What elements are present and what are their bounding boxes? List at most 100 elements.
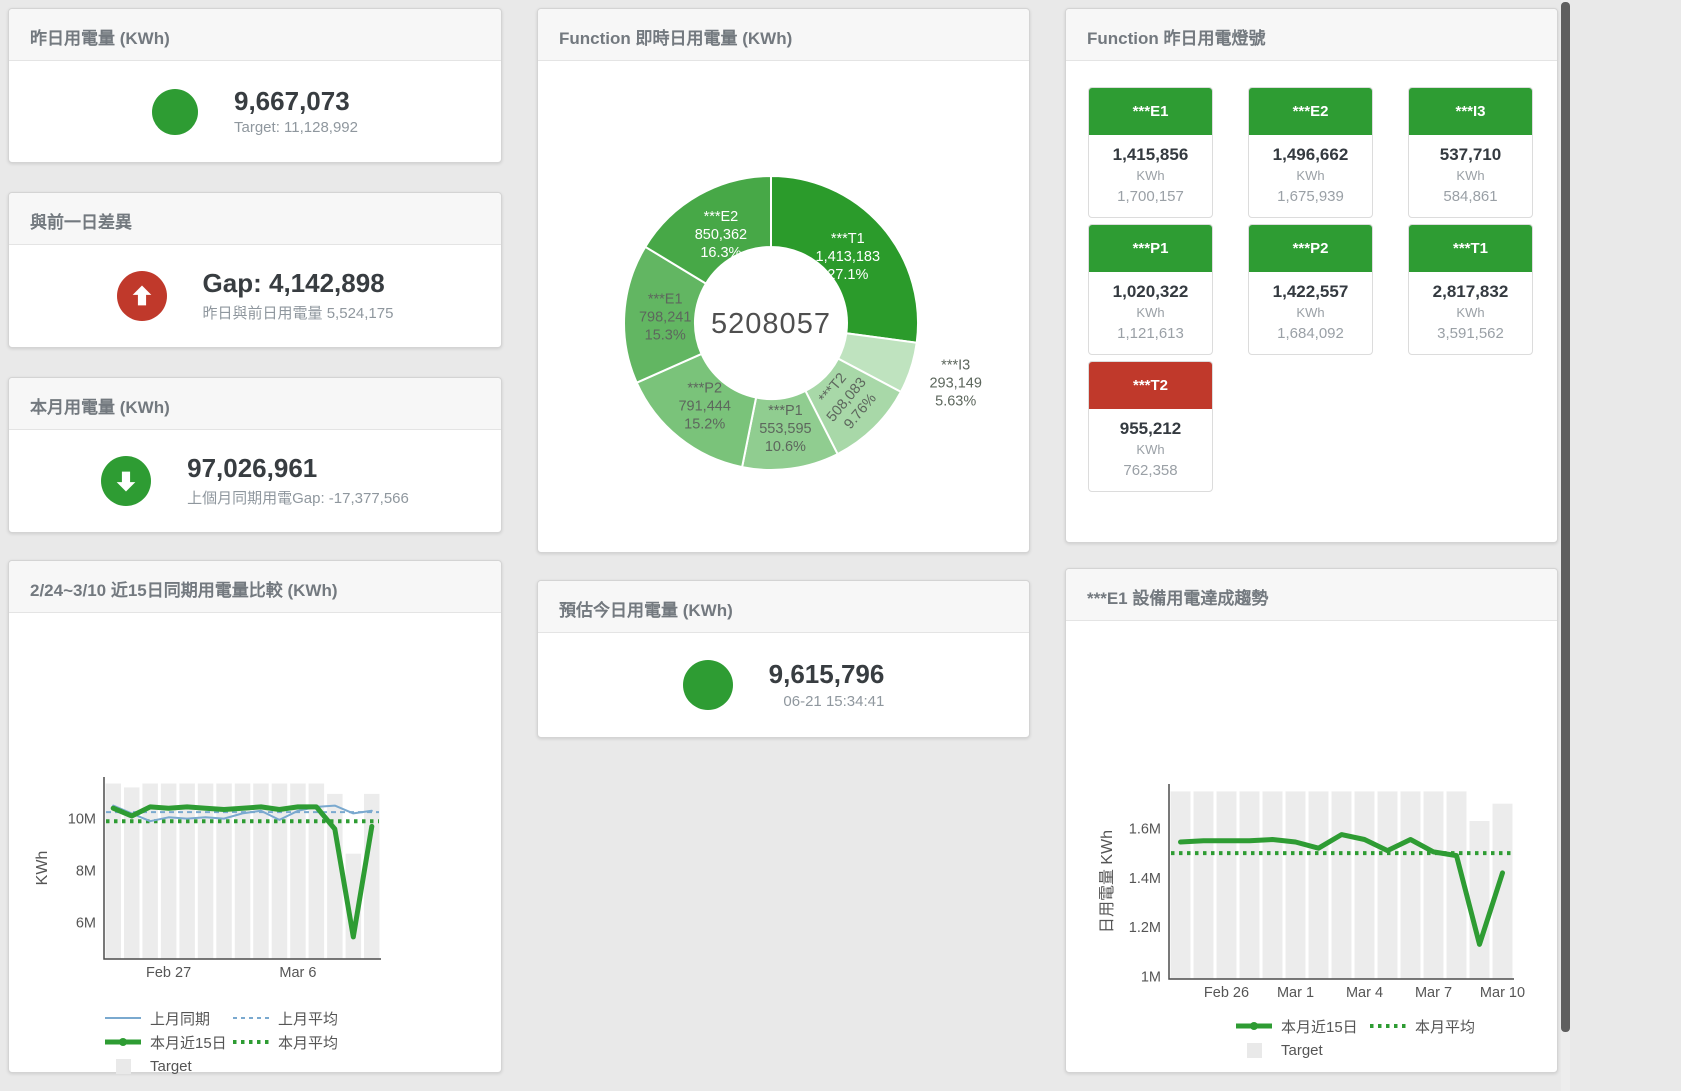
light-tile-target: 3,591,562 xyxy=(1437,325,1504,342)
y-axis-title: 日用電量 KWh xyxy=(1099,830,1116,933)
light-tile[interactable]: ***P1 1,020,322 KWh 1,121,613 xyxy=(1088,224,1213,355)
e1-chart-legend: 本月近15日 本月平均 Target xyxy=(1236,1017,1475,1059)
target-bar xyxy=(105,783,121,959)
legend-item[interactable]: Target xyxy=(1236,1041,1370,1059)
stat-body: 9,667,073 Target: 11,128,992 xyxy=(9,61,501,162)
legend-swatch-green-line xyxy=(1236,1022,1272,1030)
yesterday-usage-value: 9,667,073 xyxy=(234,85,350,116)
light-tile[interactable]: ***E2 1,496,662 KWh 1,675,939 xyxy=(1248,87,1373,218)
target-bar xyxy=(364,793,380,959)
target-bar xyxy=(1170,791,1191,979)
card-title: 預估今日用電量 (KWh) xyxy=(538,581,1029,633)
donut-slice-E2[interactable] xyxy=(643,174,772,285)
legend-label: 本月近15日 xyxy=(1281,1018,1358,1036)
target-bar xyxy=(1377,791,1398,979)
target-bar xyxy=(179,783,195,959)
legend-label: 本月平均 xyxy=(278,1034,339,1052)
target-bar xyxy=(327,793,343,959)
donut-slice-T1[interactable] xyxy=(770,174,920,344)
legend-item[interactable]: 上月平均 xyxy=(233,1009,339,1028)
light-tile-name: ***P1 xyxy=(1089,225,1212,272)
stat-text: 9,615,796 06-21 15:34:41 xyxy=(768,659,885,710)
donut-slice-label: ***I3 293,149 5.63% xyxy=(929,357,981,409)
light-tile-unit: KWh xyxy=(1456,168,1485,183)
light-tile-target: 762,358 xyxy=(1123,462,1178,479)
stat-body: 97,026,961 上個月同期用電Gap: -17,377,566 xyxy=(9,430,501,532)
light-tile-unit: KWh xyxy=(1456,305,1485,320)
x-tick-label: Feb 27 xyxy=(146,965,191,981)
card-compare-chart: 2/24~3/10 近15日同期用電量比較 (KWh) 6M 8M 10M Feb 2… xyxy=(8,560,502,1075)
light-tile-name: ***T2 xyxy=(1089,362,1212,409)
y-tick-label: 1.4M xyxy=(1129,871,1161,887)
legend-swatch-blue-line xyxy=(105,1017,141,1019)
light-tile-value: 1,020,322 xyxy=(1112,282,1189,301)
legend-label: 上月平均 xyxy=(278,1010,339,1028)
legend-item[interactable]: Target xyxy=(105,1057,233,1075)
target-bar xyxy=(345,853,362,959)
light-tile-value: 1,422,557 xyxy=(1272,282,1349,301)
green-status-circle-icon xyxy=(152,88,198,135)
x-tick-label: Mar 1 xyxy=(1277,985,1314,1001)
legend-item[interactable]: 本月平均 xyxy=(233,1033,339,1052)
card-usage-lights: Function 昨日用電燈號 ***E1 1,415,856 KWh 1,70… xyxy=(1065,8,1558,543)
x-tick-label: Mar 7 xyxy=(1415,985,1452,1001)
card-title: Function 即時日用電量 (KWh) xyxy=(538,9,1029,61)
target-bar xyxy=(1331,791,1352,979)
light-tile-target: 1,121,613 xyxy=(1117,325,1184,342)
legend-label: Target xyxy=(150,1057,192,1075)
scrollbar-thumb[interactable] xyxy=(1561,2,1570,1032)
target-bar xyxy=(197,783,214,959)
card-title: 昨日用電量 (KWh) xyxy=(9,9,501,61)
light-tile-unit: KWh xyxy=(1296,168,1325,183)
target-bar xyxy=(1354,791,1375,979)
light-tile-unit: KWh xyxy=(1136,305,1165,320)
yesterday-usage-target: Target: 11,128,992 xyxy=(234,119,358,137)
estimate-timestamp: 06-21 15:34:41 xyxy=(783,692,885,710)
light-tile[interactable]: ***T2 955,212 KWh 762,358 xyxy=(1088,361,1213,492)
legend-swatch-green-dot xyxy=(233,1040,269,1044)
legend-swatch-green-dot xyxy=(1370,1024,1406,1028)
light-tile-value: 1,415,856 xyxy=(1112,145,1189,164)
legend-item[interactable]: 本月平均 xyxy=(1370,1017,1476,1036)
donut-slice-label: ***E1 798,241 15.3% xyxy=(639,291,691,343)
compare-line-chart: 6M 8M 10M Feb 27 Mar 6 KWh xyxy=(34,777,381,981)
card-month-usage: 本月用電量 (KWh) 97,026,961 上個月同期用電Gap: -17,3… xyxy=(8,377,502,533)
legend-swatch-gray-box xyxy=(116,1059,131,1074)
x-tick-label: Mar 4 xyxy=(1346,985,1383,1001)
compare-chart-legend: 上月同期 上月平均本月近15日 本月平均 Target xyxy=(105,1009,338,1075)
light-tile[interactable]: ***I3 537,710 KWh 584,861 xyxy=(1408,87,1533,218)
light-tile[interactable]: ***E1 1,415,856 KWh 1,700,157 xyxy=(1088,87,1213,218)
card-title: 本月用電量 (KWh) xyxy=(9,378,501,430)
legend-swatch-green-line xyxy=(105,1038,141,1046)
x-tick-label: Feb 26 xyxy=(1204,985,1249,1001)
estimate-value: 9,615,796 xyxy=(768,659,885,690)
y-tick-label: 1.6M xyxy=(1129,821,1161,837)
light-tile-target: 1,700,157 xyxy=(1117,188,1184,205)
light-tile-unit: KWh xyxy=(1296,305,1325,320)
light-tile-name: ***E2 xyxy=(1249,88,1372,135)
stat-body: 9,615,796 06-21 15:34:41 xyxy=(538,633,1029,737)
legend-item[interactable]: 上月同期 xyxy=(105,1009,233,1028)
realtime-usage-donut-chart: ***T1 1,413,183 27.1%***I3 293,149 5.63%***T… xyxy=(623,174,982,471)
vertical-scrollbar xyxy=(1561,0,1570,1091)
target-bar xyxy=(1308,791,1329,979)
light-tile-unit: KWh xyxy=(1136,168,1165,183)
target-bar xyxy=(271,783,288,959)
light-tile-value: 2,817,832 xyxy=(1432,282,1509,301)
day-gap-value: Gap: 4,142,898 xyxy=(202,268,385,299)
stat-text: 97,026,961 上個月同期用電Gap: -17,377,566 xyxy=(187,453,409,508)
chart-axes xyxy=(103,777,381,960)
light-tile[interactable]: ***P2 1,422,557 KWh 1,684,092 xyxy=(1248,224,1373,355)
light-tile-value: 537,710 xyxy=(1439,145,1502,164)
arrow-down-icon xyxy=(101,456,152,506)
legend-item[interactable]: 本月近15日 xyxy=(1236,1017,1370,1036)
series-line xyxy=(1178,832,1505,947)
day-gap-sub: 昨日與前日用電量 5,524,175 xyxy=(202,304,394,322)
target-bar xyxy=(234,783,251,959)
card-realtime-donut: Function 即時日用電量 (KWh) ***T1 1,413,183 27.1… xyxy=(537,8,1030,553)
legend-item[interactable]: 本月近15日 xyxy=(105,1033,233,1052)
month-usage-value: 97,026,961 xyxy=(187,453,318,484)
light-tile[interactable]: ***T1 2,817,832 KWh 3,591,562 xyxy=(1408,224,1533,355)
series-line xyxy=(112,804,373,823)
legend-label: 本月平均 xyxy=(1415,1018,1476,1036)
